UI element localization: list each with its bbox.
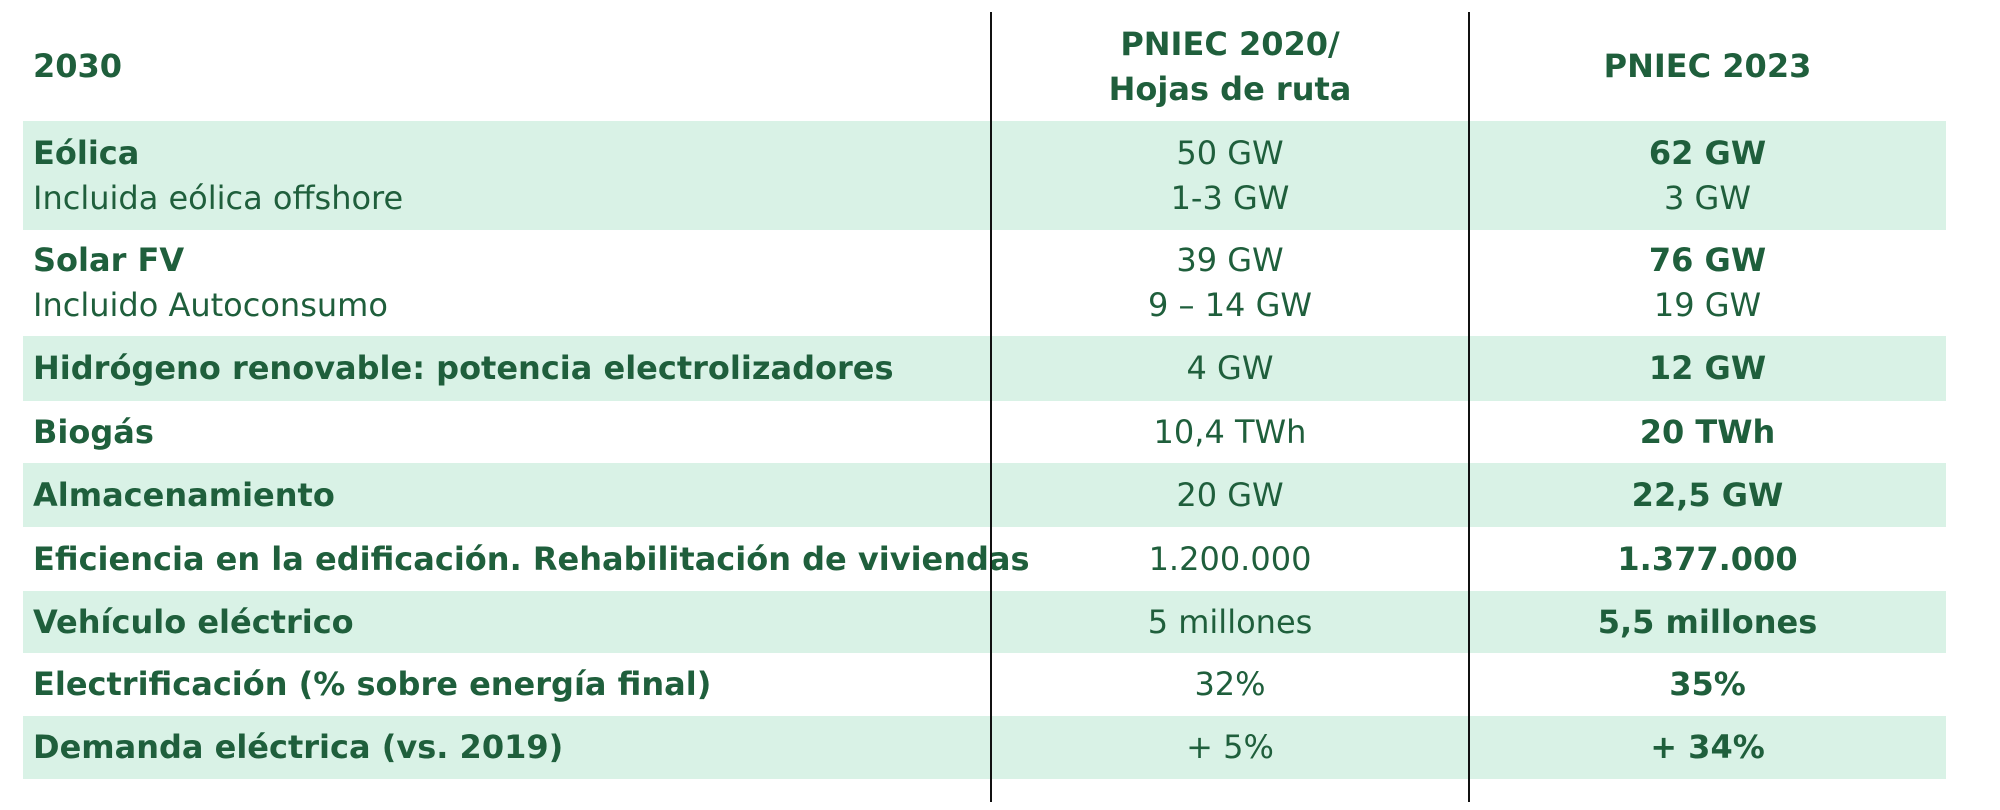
cell-text: Hojas de ruta xyxy=(1108,69,1352,108)
cell-text: Solar FV xyxy=(33,241,185,279)
cell-text: Almacenamiento xyxy=(33,475,335,514)
table-cell: 50 GW 1-3 GW xyxy=(991,121,1469,230)
table-cell: 5,5 millones xyxy=(1469,591,1946,653)
table-cell: 5 millones xyxy=(991,591,1469,653)
table-row: Biogás 10,4 TWh 20 TWh xyxy=(23,401,1946,463)
table-cell: 1.377.000 xyxy=(1469,527,1946,591)
table-cell: Hidrógeno renovable: potencia electroliz… xyxy=(23,336,991,401)
cell-text: PNIEC 2020/ xyxy=(1120,24,1340,63)
table-cell: + 34% xyxy=(1469,716,1946,779)
cell-text: Incluida eólica offshore xyxy=(33,178,404,217)
column-divider xyxy=(1468,12,1470,802)
cell-text: 9 – 14 GW xyxy=(1147,286,1313,324)
table-row: Demanda eléctrica (vs. 2019) + 5% + 34% xyxy=(23,716,1946,779)
cell-text: Biogás xyxy=(33,412,154,451)
table-row: Almacenamiento 20 GW 22,5 GW xyxy=(23,463,1946,527)
table-row: Vehículo eléctrico 5 millones 5,5 millones xyxy=(23,591,1946,653)
cell-text: 10,4 TWh xyxy=(1153,412,1307,451)
table-cell: 12 GW xyxy=(1469,336,1946,401)
table-row: Electrificación (% sobre energía final) 3… xyxy=(23,653,1946,716)
column-divider xyxy=(990,12,992,802)
table-row: Eficiencia en la edificación. Rehabilita… xyxy=(23,527,1946,591)
cell-text: 76 GW xyxy=(1648,241,1767,279)
cell-text: 22,5 GW xyxy=(1631,475,1784,514)
cell-text: 12 GW xyxy=(1648,349,1767,387)
table-cell: 4 GW xyxy=(991,336,1469,401)
cell-text: Electrificación (% sobre energía final) xyxy=(33,665,712,703)
table-cell: 22,5 GW xyxy=(1469,463,1946,527)
cell-text: Hidrógeno renovable: potencia electroliz… xyxy=(33,349,894,387)
cell-text: + 5% xyxy=(1186,728,1274,766)
cell-text: 20 GW xyxy=(1176,475,1284,514)
cell-text: 1-3 GW xyxy=(1170,178,1290,217)
table-cell: 76 GW 19 GW xyxy=(1469,230,1946,336)
table-row: Solar FV Incluido Autoconsumo 39 GW 9 – 14 … xyxy=(23,230,1946,336)
cell-text: 19 GW xyxy=(1653,286,1762,324)
table-cell: 20 TWh xyxy=(1469,401,1946,463)
table-cell: + 5% xyxy=(991,716,1469,779)
cell-text: 39 GW xyxy=(1176,241,1284,279)
cell-text: 1.200.000 xyxy=(1148,539,1312,578)
table-cell: 2030 xyxy=(23,12,991,121)
cell-text: 2030 xyxy=(33,47,123,85)
cell-text: Incluido Autoconsumo xyxy=(33,286,388,324)
table-cell: Eólica Incluida eólica offshore xyxy=(23,121,991,230)
table-cell: 39 GW 9 – 14 GW xyxy=(991,230,1469,336)
cell-text: Vehículo eléctrico xyxy=(33,602,354,641)
table-cell: 62 GW 3 GW xyxy=(1469,121,1946,230)
table-cell: Electrificación (% sobre energía final) xyxy=(23,653,991,716)
table-cell: 35% xyxy=(1469,653,1946,716)
table-cell: 1.200.000 xyxy=(991,527,1469,591)
cell-text: 50 GW xyxy=(1176,133,1284,172)
cell-text: Demanda eléctrica (vs. 2019) xyxy=(33,728,564,766)
table-cell: Solar FV Incluido Autoconsumo xyxy=(23,230,991,336)
table-row: Hidrógeno renovable: potencia electroliz… xyxy=(23,336,1946,401)
table-cell: Vehículo eléctrico xyxy=(23,591,991,653)
cell-text: 1.377.000 xyxy=(1617,539,1798,578)
cell-text: 32% xyxy=(1194,665,1266,703)
cell-text: 5 millones xyxy=(1147,602,1313,641)
cell-text: 62 GW xyxy=(1648,133,1767,172)
table-cell: Biogás xyxy=(23,401,991,463)
cell-text: 35% xyxy=(1669,665,1746,703)
cell-text: Eólica xyxy=(33,133,140,172)
header-row: 2030 PNIEC 2020/Hojas de ruta PNIEC 2023 xyxy=(23,12,1946,121)
table-cell: Almacenamiento xyxy=(23,463,991,527)
table-cell: 20 GW xyxy=(991,463,1469,527)
cell-text: 3 GW xyxy=(1664,178,1751,217)
table-cell: 32% xyxy=(991,653,1469,716)
table-cell: Demanda eléctrica (vs. 2019) xyxy=(23,716,991,779)
cell-text: + 34% xyxy=(1650,728,1765,766)
table-cell: PNIEC 2020/Hojas de ruta xyxy=(991,12,1469,121)
cell-text: 20 TWh xyxy=(1639,412,1776,451)
table-cell: Eficiencia en la edificación. Rehabilita… xyxy=(23,527,1030,591)
cell-text: Eficiencia en la edificación. Rehabilita… xyxy=(33,539,1030,578)
table-cell: PNIEC 2023 xyxy=(1469,12,1946,121)
table-row: Eólica Incluida eólica offshore 50 GW 1-3 G… xyxy=(23,121,1946,230)
cell-text: PNIEC 2023 xyxy=(1603,47,1812,85)
cell-text: 5,5 millones xyxy=(1597,602,1818,641)
table-cell: 10,4 TWh xyxy=(991,401,1469,463)
cell-text: 4 GW xyxy=(1186,349,1274,387)
